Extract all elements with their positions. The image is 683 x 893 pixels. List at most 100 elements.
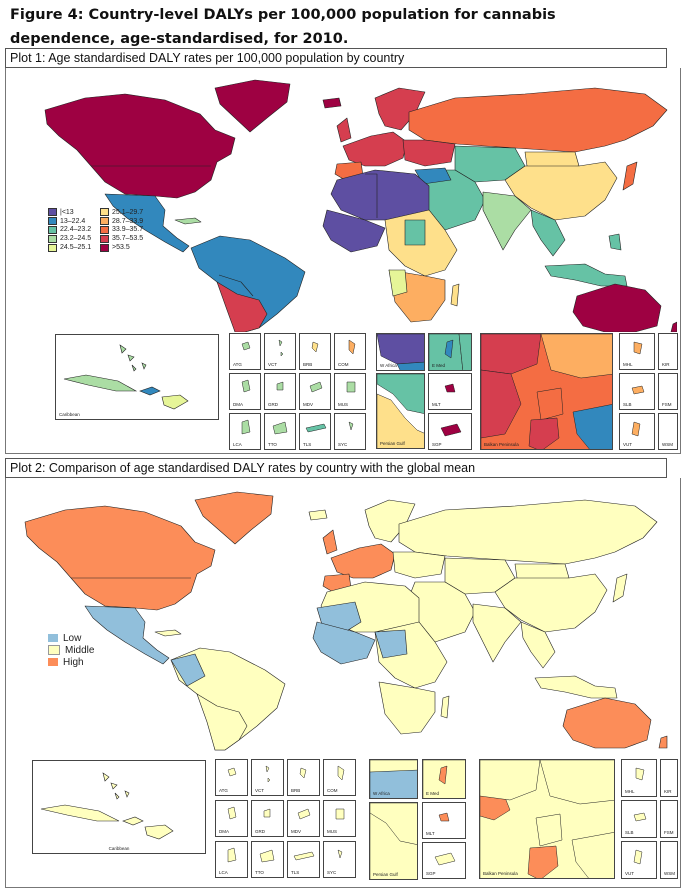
plot2-legend: Low Middle High xyxy=(48,632,94,668)
inset-label: Persian Gulf xyxy=(380,441,405,446)
australia xyxy=(572,283,662,332)
inset-label: BRB xyxy=(303,362,313,367)
inset-syc: SYC xyxy=(334,413,366,450)
inset-label: KIR xyxy=(662,362,670,367)
legend-label: High xyxy=(63,656,84,668)
inset-dma-2: DMA xyxy=(215,800,248,837)
legend-swatch xyxy=(48,225,57,234)
legend-label: 28.7–33.9 xyxy=(112,217,144,225)
legend-item: Middle xyxy=(48,644,94,656)
inset-grd-2: GRD xyxy=(251,800,284,837)
inset-label: Balkan Peninsula xyxy=(483,871,518,876)
western-europe xyxy=(342,131,408,167)
legend-swatch xyxy=(48,243,57,252)
inset-label: TTO xyxy=(255,870,264,875)
inset-vct-2: VCT xyxy=(251,759,284,796)
inset-lca-2: LCA xyxy=(215,841,248,878)
legend-item: 25.1–29.7 xyxy=(100,208,143,217)
inset-label: MDV xyxy=(303,402,313,407)
inset-tls-2: TLS xyxy=(287,841,320,878)
inset-label: MHL xyxy=(623,362,633,367)
legend-item: 35.7–53.5 xyxy=(100,234,143,243)
inset-atg: ATG xyxy=(229,333,261,370)
legend-swatch xyxy=(48,645,60,655)
inset-dma: DMA xyxy=(229,373,261,410)
inset-com-2: COM xyxy=(323,759,356,796)
legend-item: 22.4–23.2 xyxy=(48,225,92,235)
plot2-title: Plot 2: Comparison of age standardised D… xyxy=(5,458,667,478)
inset-caribbean-2: Caribbean xyxy=(32,760,206,854)
inset-persian: Persian Gulf xyxy=(376,373,425,449)
china xyxy=(504,161,618,221)
legend-swatch xyxy=(100,217,109,226)
southern-cone xyxy=(216,281,268,332)
inset-vut-2: VUT xyxy=(621,841,657,879)
legend-swatch xyxy=(48,234,57,243)
inset-wafrica: W Africa xyxy=(376,333,425,371)
legend-label: 33.9–35.7 xyxy=(112,226,144,234)
inset-kir-2: KIR xyxy=(660,759,678,797)
inset-label: ATG xyxy=(219,788,228,793)
inset-label: VCT xyxy=(255,788,264,793)
inset-balkan: Balkan Peninsula xyxy=(480,333,613,450)
inset-label: VUT xyxy=(625,871,634,876)
plot2-panel xyxy=(5,478,681,888)
inset-vut: VUT xyxy=(619,413,655,450)
inset-mlt: MLT xyxy=(428,373,472,410)
inset-wafrica-2: W Africa xyxy=(369,759,418,799)
inset-label: FSM xyxy=(664,830,674,835)
north-america xyxy=(44,93,236,199)
inset-atg-2: ATG xyxy=(215,759,248,796)
inset-label: GRD xyxy=(255,829,265,834)
inset-label: WSM xyxy=(662,442,673,447)
inset-label: KIR xyxy=(664,789,672,794)
inset-slb: SLB xyxy=(619,373,655,410)
inset-tls: TLS xyxy=(299,413,331,450)
inset-mdv-2: MDV xyxy=(287,800,320,837)
inset-wsm: WSM xyxy=(658,413,678,450)
legend-label: Low xyxy=(63,632,82,644)
legend-label: 25.1–29.7 xyxy=(112,208,144,216)
inset-tto: TTO xyxy=(264,413,296,450)
inset-label: DMA xyxy=(233,402,243,407)
inset-label: Caribbean xyxy=(108,846,130,851)
inset-mlt-2: MLT xyxy=(422,802,466,839)
inset-emed-2: E Med xyxy=(422,759,466,799)
inset-fsm-2: FSM xyxy=(660,800,678,838)
inset-label: E Med xyxy=(426,791,440,796)
inset-label: TLS xyxy=(303,442,312,447)
figure-title: Figure 4: Country-level DALYs per 100,00… xyxy=(10,7,556,47)
inset-label: ATG xyxy=(233,362,242,367)
inset-fsm: FSM xyxy=(658,373,678,410)
inset-label: MDV xyxy=(291,829,301,834)
inset-label: TLS xyxy=(291,870,300,875)
legend-item: High xyxy=(48,656,94,668)
south-asia xyxy=(482,191,532,251)
inset-mhl-2: MHL xyxy=(621,759,657,797)
inset-label: Balkan Peninsula xyxy=(484,442,519,447)
inset-label: MHL xyxy=(625,789,635,794)
legend-item: 23.2–24.5 xyxy=(48,234,91,243)
inset-label: SGP xyxy=(426,871,436,876)
legend-label: >53.5 xyxy=(112,244,130,252)
legend-swatch xyxy=(100,225,109,234)
inset-label: SLB xyxy=(623,402,632,407)
inset-kir: KIR xyxy=(658,333,678,370)
inset-label: DMA xyxy=(219,829,229,834)
plot1-panel xyxy=(5,68,681,454)
inset-label: SYC xyxy=(327,870,337,875)
legend-label: 22.4–23.2 xyxy=(60,226,92,234)
legend-item: 33.9–35.7 xyxy=(100,225,144,235)
legend-swatch xyxy=(48,658,58,666)
inset-slb-2: SLB xyxy=(621,800,657,838)
inset-label: COM xyxy=(338,362,349,367)
legend-label: 13–22.4 xyxy=(60,217,86,225)
inset-brb: BRB xyxy=(299,333,331,370)
inset-grd: GRD xyxy=(264,373,296,410)
inset-label: W Africa xyxy=(373,791,390,796)
inset-label: LCA xyxy=(219,870,228,875)
legend-label: 24.5–25.1 xyxy=(60,244,92,252)
plot2-world-map xyxy=(24,491,668,751)
mexico xyxy=(104,193,190,253)
inset-persian-2: Persian Gulf xyxy=(369,802,418,880)
